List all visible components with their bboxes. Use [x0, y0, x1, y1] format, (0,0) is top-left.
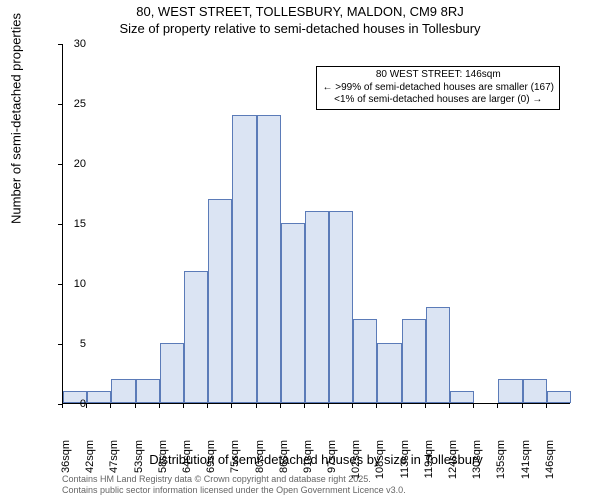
x-tick-mark: [207, 404, 208, 408]
x-tick-label: 53sqm: [133, 440, 145, 490]
histogram-bar: [353, 319, 377, 403]
y-tick-label: 20: [46, 158, 86, 170]
y-tick-mark: [58, 44, 62, 45]
annotation-line-3: <1% of semi-detached houses are larger (…: [322, 94, 554, 107]
x-tick-label: 80sqm: [254, 440, 266, 490]
y-tick-mark: [58, 104, 62, 105]
annotation-line-2: ← >99% of semi-detached houses are small…: [322, 82, 554, 95]
histogram-bar: [305, 211, 329, 403]
x-tick-label: 75sqm: [229, 440, 241, 490]
x-tick-label: 47sqm: [108, 440, 120, 490]
x-tick-label: 36sqm: [60, 440, 72, 490]
histogram-bar: [87, 391, 111, 403]
y-tick-label: 0: [46, 398, 86, 410]
histogram-bar: [547, 391, 571, 403]
title-area: 80, WEST STREET, TOLLESBURY, MALDON, CM9…: [0, 4, 600, 36]
x-tick-mark: [280, 404, 281, 408]
x-tick-mark: [522, 404, 523, 408]
plot-area: 80 WEST STREET: 146sqm ← >99% of semi-de…: [62, 44, 570, 404]
histogram-bar: [377, 343, 401, 403]
x-tick-label: 119sqm: [423, 440, 435, 490]
x-tick-mark: [425, 404, 426, 408]
y-tick-label: 15: [46, 218, 86, 230]
x-tick-mark: [473, 404, 474, 408]
x-tick-label: 108sqm: [374, 440, 386, 490]
y-tick-mark: [58, 224, 62, 225]
x-tick-mark: [62, 404, 63, 408]
x-tick-mark: [376, 404, 377, 408]
x-tick-mark: [231, 404, 232, 408]
x-tick-mark: [135, 404, 136, 408]
x-tick-label: 124sqm: [447, 440, 459, 490]
x-tick-mark: [546, 404, 547, 408]
histogram-bar: [426, 307, 450, 403]
y-tick-mark: [58, 164, 62, 165]
x-tick-mark: [256, 404, 257, 408]
y-tick-mark: [58, 344, 62, 345]
histogram-bar: [111, 379, 135, 403]
x-tick-label: 64sqm: [181, 440, 193, 490]
y-tick-label: 10: [46, 278, 86, 290]
x-tick-label: 130sqm: [471, 440, 483, 490]
annotation-line-1: 80 WEST STREET: 146sqm: [322, 69, 554, 82]
x-tick-label: 135sqm: [495, 440, 507, 490]
histogram-bar: [523, 379, 547, 403]
x-tick-mark: [110, 404, 111, 408]
x-tick-mark: [183, 404, 184, 408]
x-tick-label: 86sqm: [278, 440, 290, 490]
x-tick-label: 91sqm: [302, 440, 314, 490]
y-tick-mark: [58, 284, 62, 285]
x-tick-mark: [328, 404, 329, 408]
x-tick-mark: [304, 404, 305, 408]
x-tick-mark: [352, 404, 353, 408]
x-tick-mark: [449, 404, 450, 408]
histogram-bar: [450, 391, 474, 403]
x-tick-label: 146sqm: [544, 440, 556, 490]
chart-title-address: 80, WEST STREET, TOLLESBURY, MALDON, CM9…: [0, 4, 600, 19]
x-tick-mark: [86, 404, 87, 408]
annotation-box: 80 WEST STREET: 146sqm ← >99% of semi-de…: [316, 66, 560, 110]
histogram-bar: [498, 379, 522, 403]
histogram-bar: [329, 211, 353, 403]
chart-container: 80, WEST STREET, TOLLESBURY, MALDON, CM9…: [0, 0, 600, 500]
x-tick-mark: [497, 404, 498, 408]
x-tick-label: 113sqm: [399, 440, 411, 490]
x-tick-label: 102sqm: [350, 440, 362, 490]
y-tick-label: 30: [46, 38, 86, 50]
histogram-bar: [136, 379, 160, 403]
x-tick-label: 58sqm: [157, 440, 169, 490]
histogram-bar: [402, 319, 426, 403]
histogram-bar: [257, 115, 281, 403]
x-tick-mark: [159, 404, 160, 408]
histogram-bar: [232, 115, 256, 403]
y-tick-label: 5: [46, 338, 86, 350]
y-tick-label: 25: [46, 98, 86, 110]
x-tick-label: 42sqm: [84, 440, 96, 490]
histogram-bar: [281, 223, 305, 403]
y-axis-label: Number of semi-detached properties: [9, 13, 24, 224]
x-tick-label: 69sqm: [205, 440, 217, 490]
x-tick-label: 141sqm: [520, 440, 532, 490]
histogram-bar: [208, 199, 232, 403]
histogram-bar: [184, 271, 208, 403]
x-tick-mark: [401, 404, 402, 408]
histogram-bar: [160, 343, 184, 403]
x-tick-label: 97sqm: [326, 440, 338, 490]
chart-title-subtitle: Size of property relative to semi-detach…: [0, 21, 600, 36]
